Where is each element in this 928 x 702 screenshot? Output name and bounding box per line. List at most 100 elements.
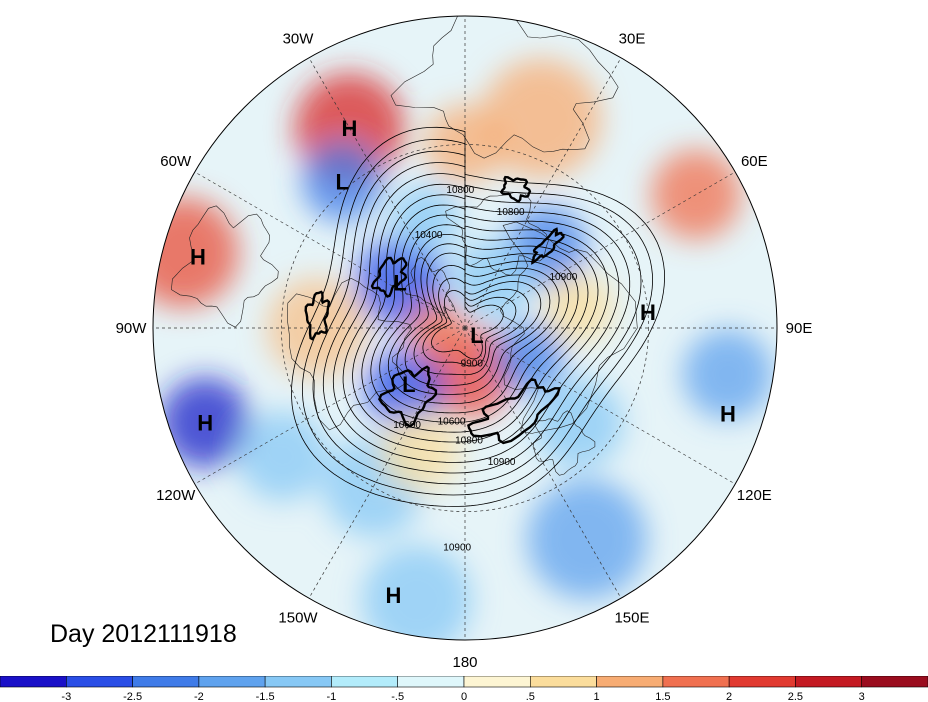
height-contour [352, 194, 599, 443]
longitude-label: 60W [160, 153, 192, 170]
anomaly-blob [493, 322, 564, 393]
height-contour [332, 173, 620, 463]
coastline [171, 205, 279, 328]
jet-contour [531, 227, 565, 265]
height-contour [370, 214, 579, 423]
height-contour [312, 150, 642, 485]
longitude-label: 0 [461, 0, 469, 3]
height-contour [431, 290, 504, 360]
colorbar-label: 0 [461, 691, 467, 702]
height-contour [396, 243, 551, 395]
longitude-label: 150E [614, 609, 649, 626]
contour-label: 10800 [497, 207, 525, 218]
height-contour [413, 264, 530, 376]
colorbar-box [198, 676, 266, 688]
colorbar-label: -3 [61, 691, 71, 702]
anomaly-blob [407, 300, 468, 361]
longitude-label: 90E [786, 320, 813, 337]
colorbar-box [463, 676, 531, 688]
meridian-line [189, 327, 466, 488]
colorbar-boxes [0, 676, 928, 688]
map-title: Day 2012111918 [50, 620, 237, 648]
longitude-label: 120W [156, 487, 196, 504]
geopotential-height-contours [290, 126, 666, 507]
colorbar-label: 1.5 [655, 691, 670, 702]
low-pressure-label: L [393, 271, 406, 296]
colorbar-box [861, 676, 928, 688]
anomaly-blob [481, 58, 602, 179]
meridian-line [464, 52, 625, 329]
colorbar-label: -1.5 [256, 691, 275, 702]
anomaly-blob [544, 272, 614, 343]
anomaly-blob [160, 377, 251, 468]
meridian-line [464, 327, 625, 604]
high-pressure-label: H [386, 583, 402, 608]
contour-label: 10400 [415, 230, 443, 241]
longitude-label: 30W [283, 31, 315, 48]
latitude-circle [281, 144, 649, 512]
height-contour [387, 234, 560, 404]
colorbar-labels: -3 -2.5 -2 -1.5 -1 -.5 0 .5 1 1.5 2 2.5 3 [61, 691, 864, 702]
longitude-label: 150W [278, 609, 318, 626]
height-contour [361, 204, 589, 433]
colorbar-box [132, 676, 200, 688]
jet-stream-contours [304, 175, 565, 445]
colorbar-box [264, 676, 332, 688]
anomaly-blob [527, 479, 647, 600]
height-contour [422, 277, 517, 367]
meridian-line [464, 168, 741, 329]
high-pressure-label: H [190, 245, 206, 270]
colorbar-box [596, 676, 664, 688]
coastlines [171, 16, 638, 476]
contour-label: 10800 [446, 185, 474, 196]
jet-contour [467, 377, 562, 445]
longitude-label: 90W [116, 320, 148, 337]
longitude-labels: 90E 60E 30E 0 30W 60W 90W 120W 150W 180 150E 120E [116, 0, 813, 671]
jet-contour [370, 256, 408, 298]
colorbar-label: 1 [594, 691, 600, 702]
low-pressure-label: L [470, 323, 483, 348]
colorbar-label: .5 [526, 691, 535, 702]
anomaly-blob [533, 378, 624, 469]
map-boundary [152, 15, 778, 641]
colorbar-box [397, 676, 465, 688]
contour-label: 10800 [455, 436, 483, 447]
high-pressure-label: H [720, 401, 736, 426]
height-contour [290, 126, 666, 507]
coastline [499, 221, 638, 434]
coastline [403, 256, 456, 315]
height-contour [322, 162, 631, 474]
height-contour [342, 183, 609, 453]
contour-label: 9900 [461, 359, 484, 370]
anomaly-blob [390, 184, 461, 255]
colorbar-label: -1 [327, 691, 337, 702]
coastline [286, 277, 413, 431]
colorbar-box [331, 676, 398, 688]
colorbar-label: 3 [859, 691, 865, 702]
height-contour [301, 138, 654, 496]
height-contour [379, 224, 569, 414]
coastline [390, 16, 619, 159]
colorbar-box [795, 676, 863, 688]
jet-contour [499, 175, 532, 203]
colorbar-label: -2 [194, 691, 204, 702]
colorbar-label: 2 [726, 691, 732, 702]
contour-label: 10900 [488, 457, 516, 468]
anomaly-blob [237, 410, 328, 501]
longitude-label: 120E [737, 487, 772, 504]
colorbar-label: -.5 [391, 691, 404, 702]
low-pressure-label: L [402, 372, 415, 397]
colorbar-box [0, 676, 67, 688]
pressure-centers: H H L L L L H H H H [190, 116, 736, 608]
anomaly-blob [302, 141, 383, 222]
colorbar-label: -2.5 [123, 691, 142, 702]
contour-label: 10600 [438, 416, 466, 427]
colorbar-box [66, 676, 133, 688]
jet-contour [304, 290, 331, 341]
high-pressure-label: H [197, 411, 213, 436]
colorbar-label: 2.5 [788, 691, 803, 702]
contour-label: 10900 [549, 272, 577, 283]
high-pressure-label: H [640, 300, 656, 325]
longitude-label: 180 [452, 654, 477, 671]
